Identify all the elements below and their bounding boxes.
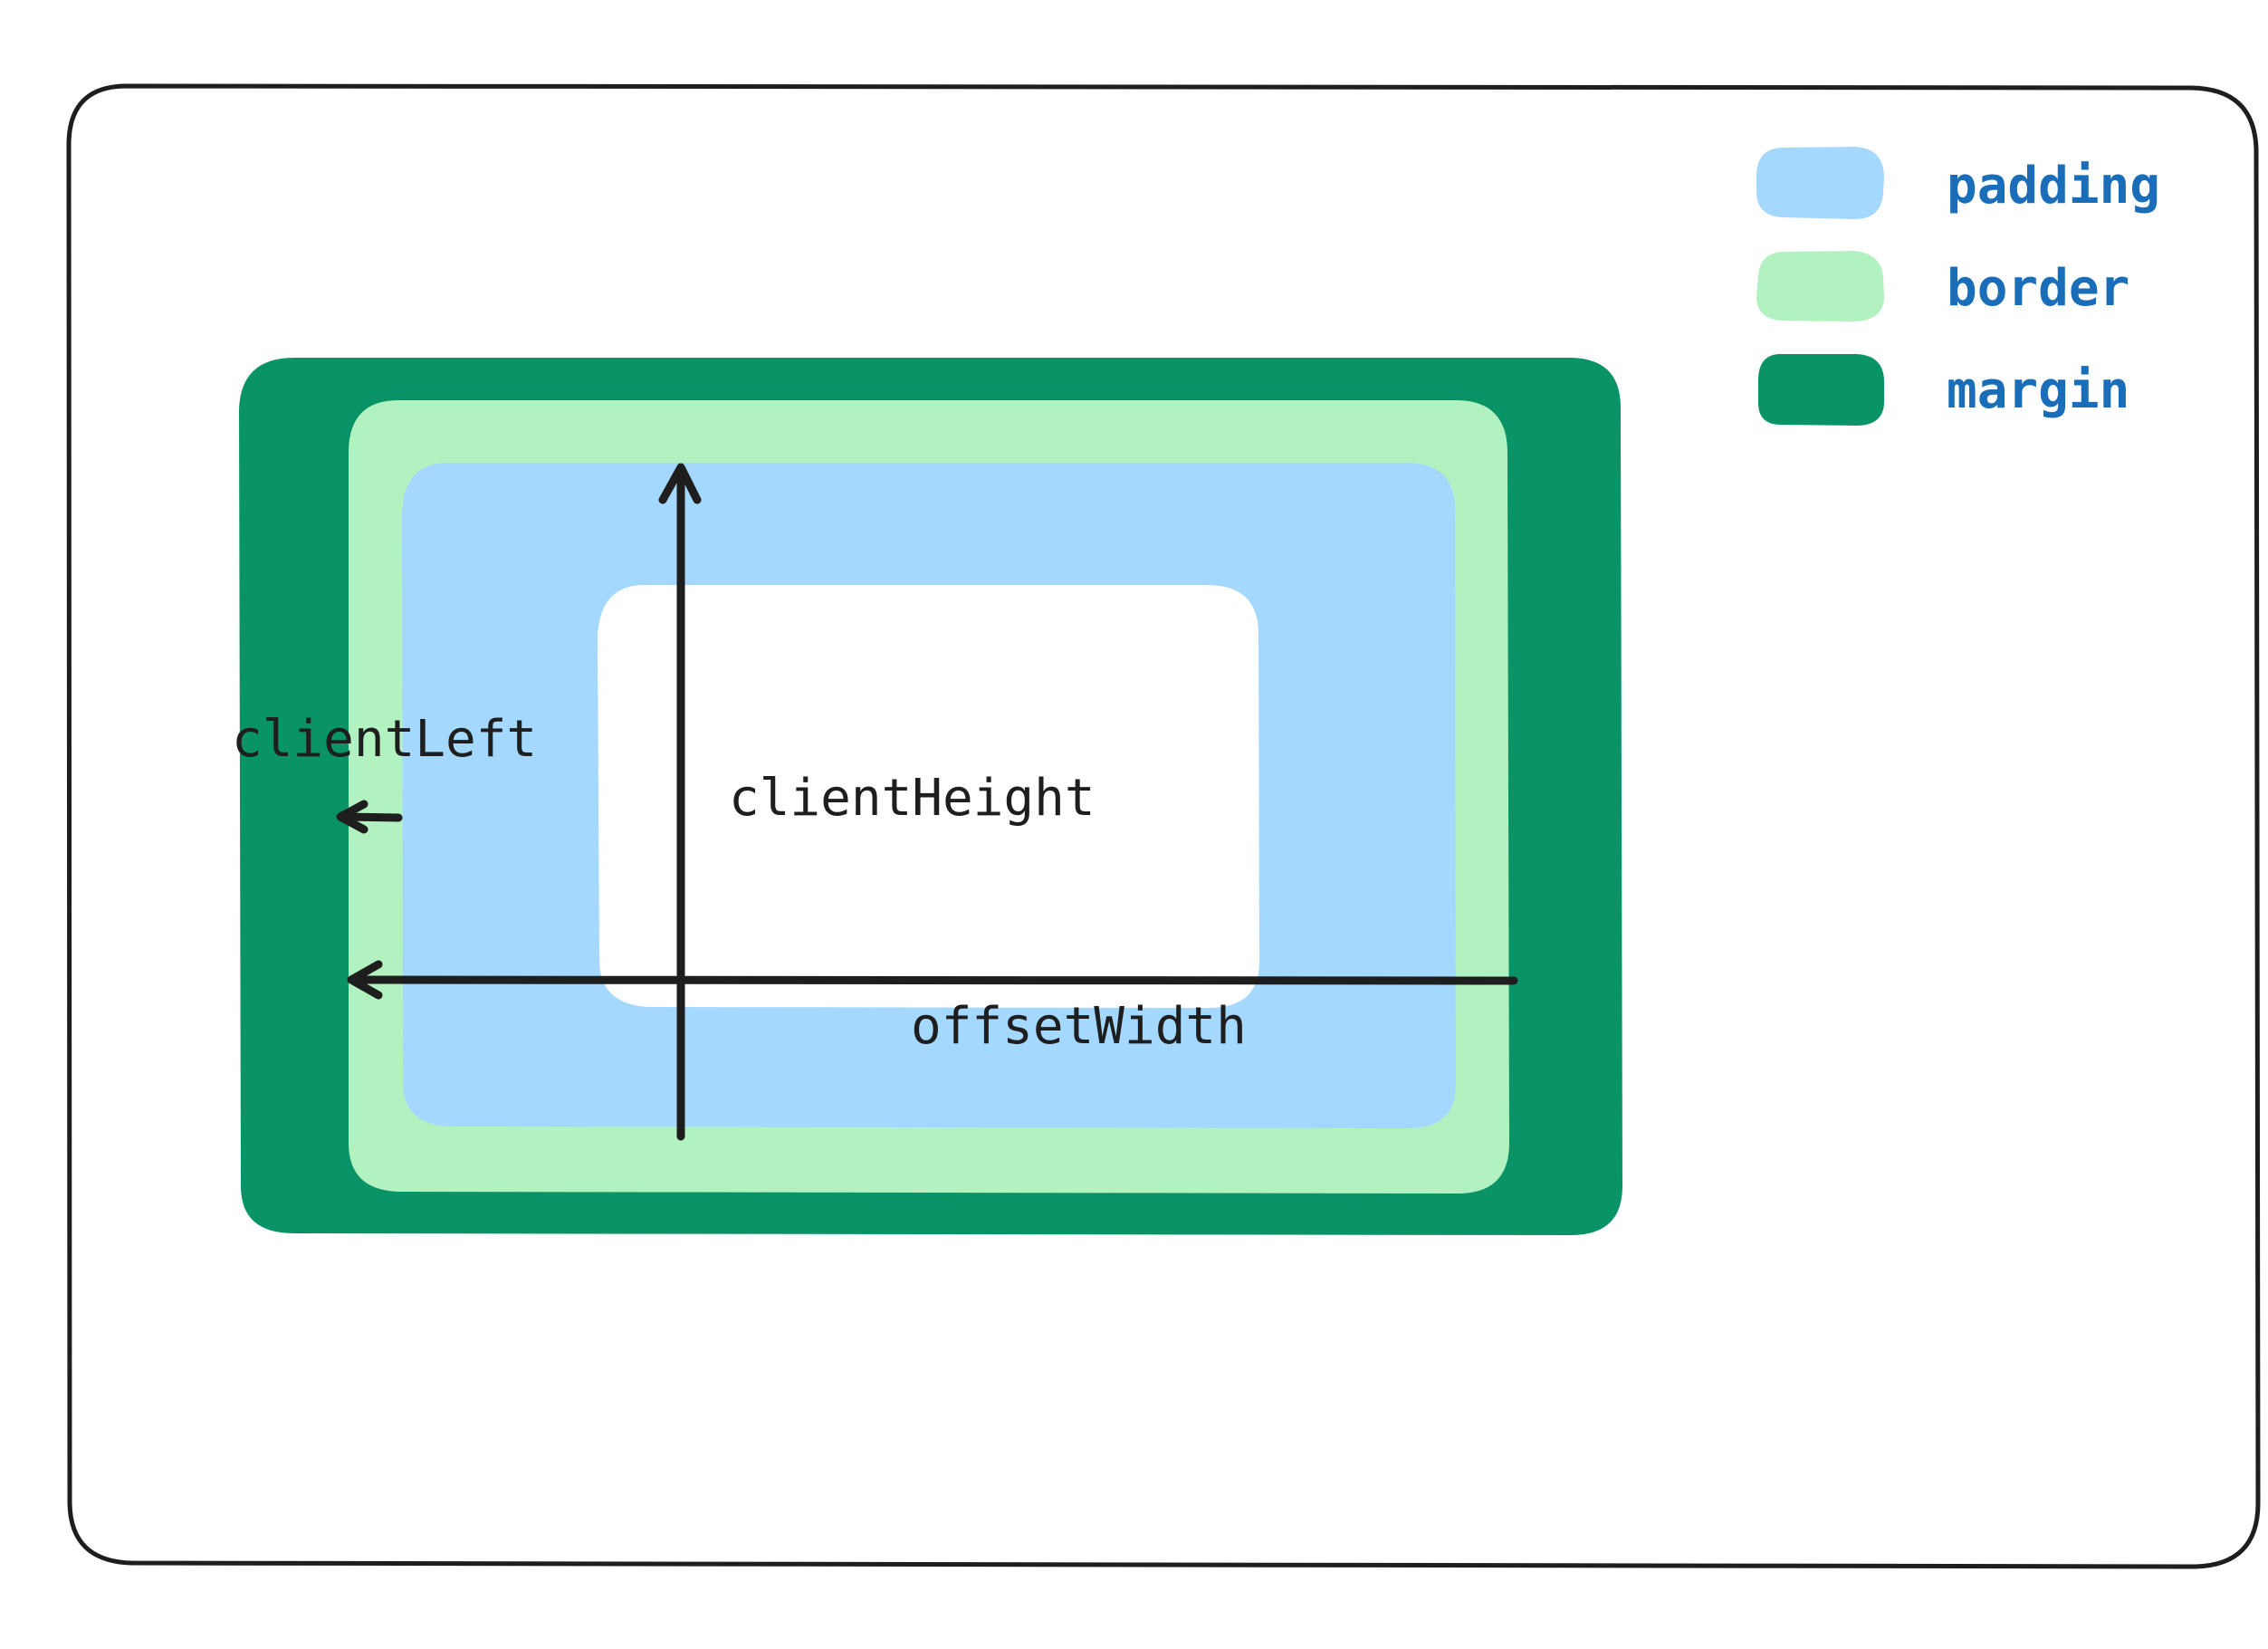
client-left-arrow (336, 800, 403, 834)
legend-swatch-border (1756, 251, 1884, 321)
legend-label-border: border (1947, 259, 2129, 318)
offset-width-label: offsetWidth (911, 997, 1247, 1056)
client-left-label: clientLeft (232, 710, 537, 769)
content-box (598, 585, 1259, 1008)
legend-swatch-padding (1756, 147, 1884, 219)
client-height-arrow (658, 463, 702, 1141)
legend-label-padding: padding (1947, 157, 2160, 216)
legend-label-margin: margin (1947, 361, 2129, 420)
offset-width-arrow (347, 960, 1518, 1000)
legend-swatch-margin (1758, 354, 1884, 426)
client-height-label: clientHeight (729, 769, 1096, 828)
